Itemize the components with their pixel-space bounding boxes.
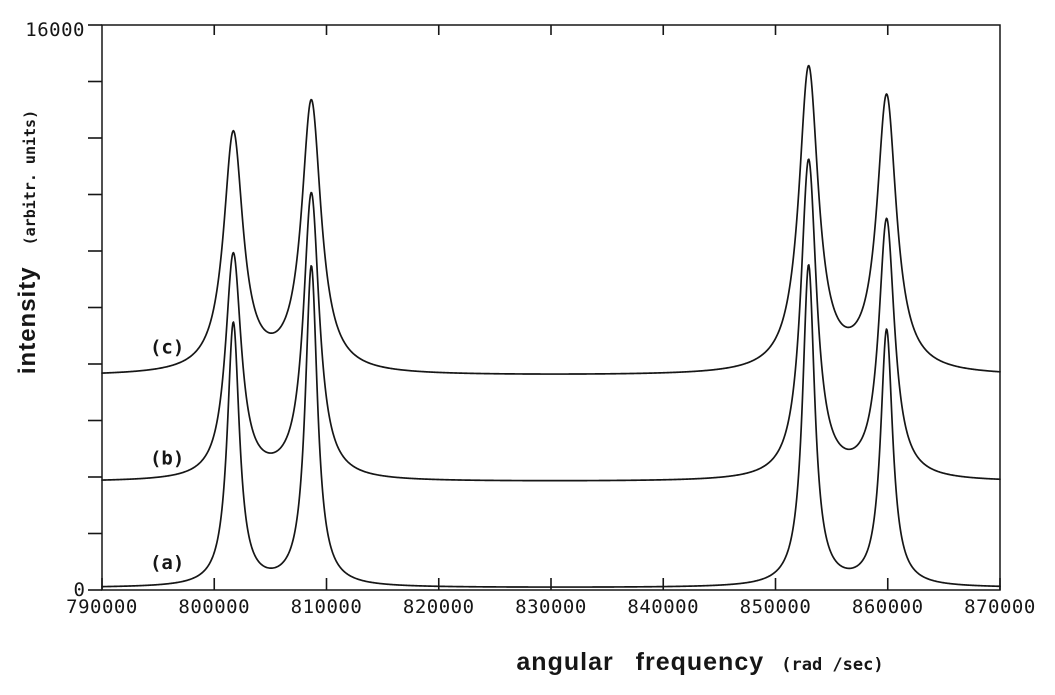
y-tick-label-max: 16000 — [25, 19, 85, 41]
x-axis-title: angular frequency (rad /sec) — [380, 648, 1020, 677]
x-tick-label: 830000 — [515, 596, 587, 618]
curve-label-c: (c) — [150, 336, 184, 358]
spectrum-curve-a — [101, 264, 1001, 588]
y-axis-title-text: intensity — [14, 266, 41, 375]
x-tick-label: 840000 — [627, 596, 699, 618]
curve-label-b: (b) — [150, 448, 184, 470]
x-tick-label: 800000 — [178, 596, 250, 618]
x-tick-label: 820000 — [403, 596, 475, 618]
x-tick-label: 860000 — [852, 596, 924, 618]
x-tick-label: 790000 — [66, 596, 138, 618]
y-axis-unit-text: (arbitr. units) — [21, 109, 39, 246]
x-axis-title-text: angular frequency — [516, 648, 765, 676]
y-tick-label-min: 0 — [74, 579, 85, 601]
x-tick-label: 870000 — [964, 596, 1036, 618]
y-axis-title: intensity (arbitr. units) — [14, 92, 42, 392]
x-tick-label: 810000 — [291, 596, 363, 618]
x-axis-unit-text: (rad /sec) — [781, 655, 884, 675]
plot-frame — [101, 24, 1001, 591]
curve-label-a: (a) — [150, 552, 184, 574]
x-tick-label: 850000 — [740, 596, 812, 618]
spectrum-curve-b — [101, 158, 1001, 482]
spectrum-curve-c — [101, 64, 1001, 375]
